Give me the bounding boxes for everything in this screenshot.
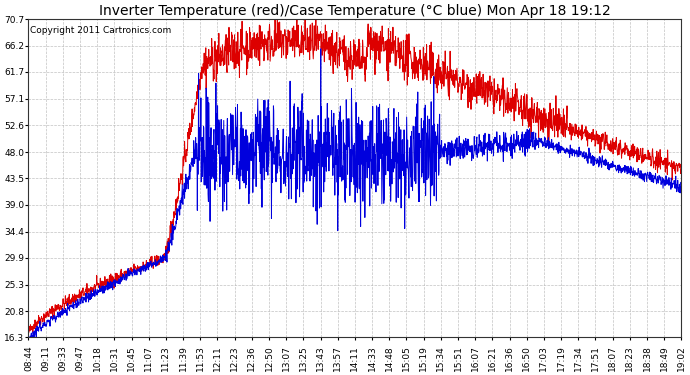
Text: Copyright 2011 Cartronics.com: Copyright 2011 Cartronics.com: [30, 26, 171, 35]
Title: Inverter Temperature (red)/Case Temperature (°C blue) Mon Apr 18 19:12: Inverter Temperature (red)/Case Temperat…: [99, 4, 611, 18]
